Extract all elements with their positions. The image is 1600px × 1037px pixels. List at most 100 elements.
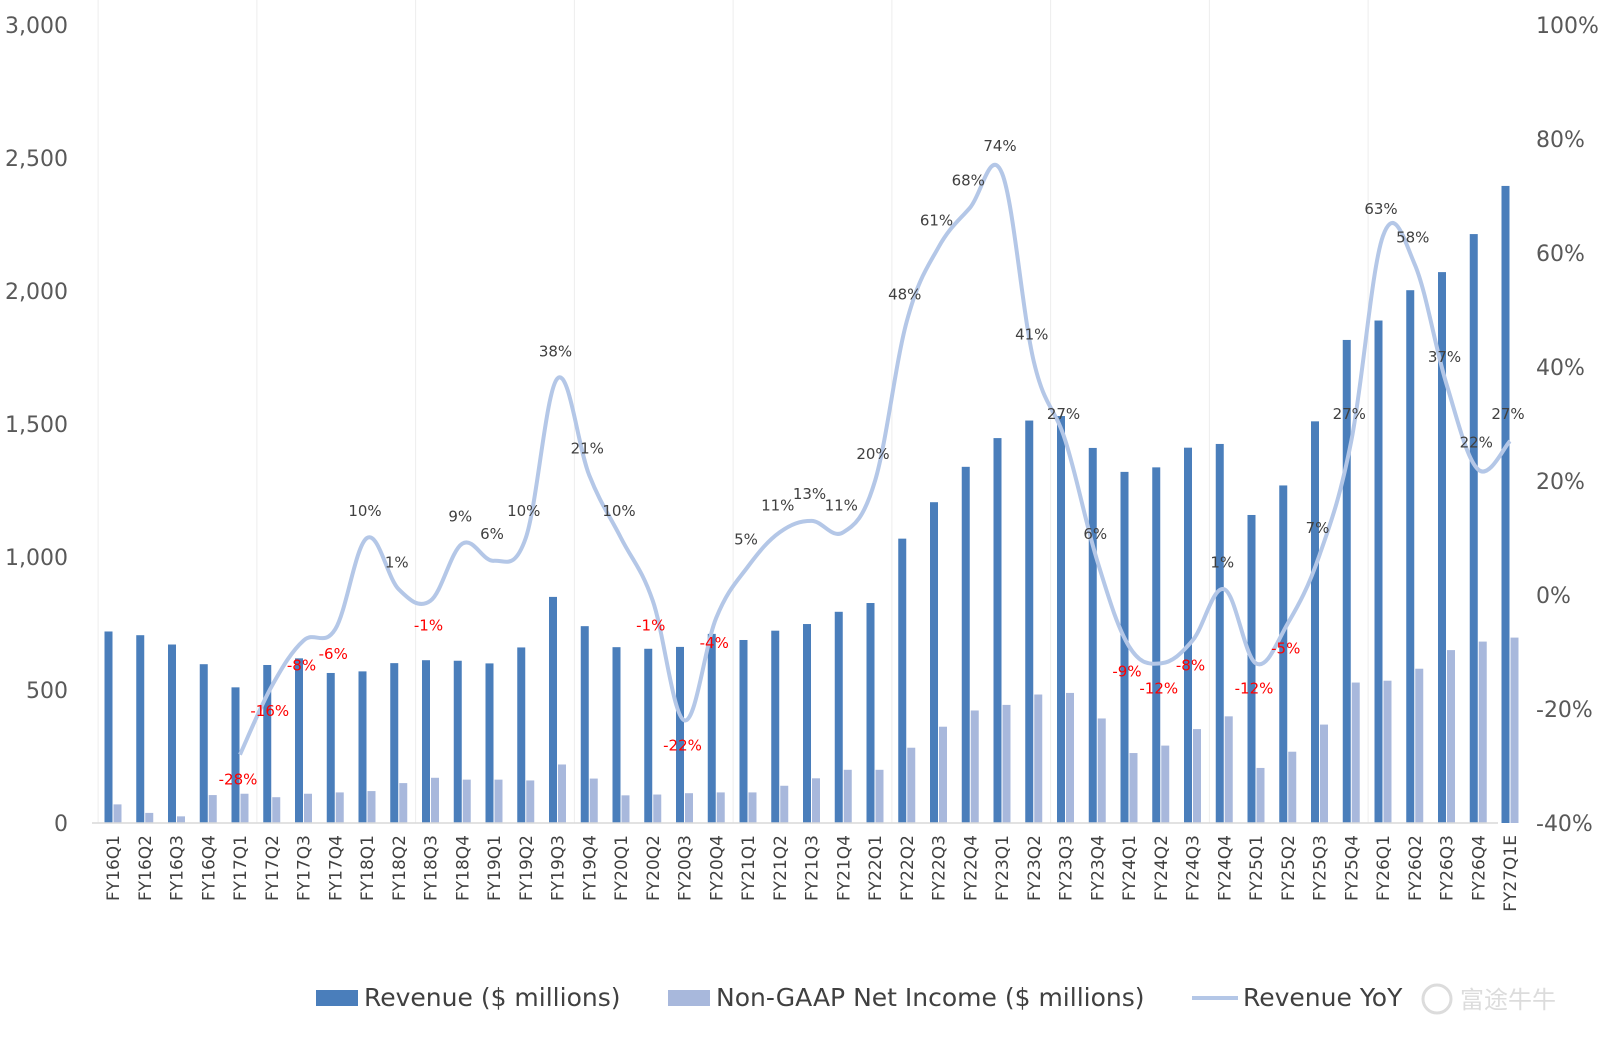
- net-income-bar: [462, 779, 471, 823]
- category-label: FY18Q1: [358, 835, 378, 901]
- yoy-data-label: -1%: [636, 617, 665, 635]
- category-label: FY18Q4: [453, 835, 473, 901]
- revenue-bar: [136, 635, 145, 823]
- legend: Revenue ($ millions) Non-GAAP Net Income…: [316, 983, 1403, 1012]
- legend-item-revenue[interactable]: Revenue ($ millions): [316, 983, 620, 1012]
- revenue-bar: [1184, 447, 1192, 823]
- category-label: FY16Q4: [199, 835, 219, 901]
- net-income-bar: [526, 780, 535, 823]
- category-label: FY24Q1: [1120, 835, 1140, 901]
- category-label: FY16Q3: [168, 835, 188, 901]
- yoy-data-label: 27%: [1491, 405, 1524, 423]
- revenue-bar: [1374, 320, 1383, 823]
- legend-swatch-net-income: [668, 990, 710, 1006]
- yoy-data-label: 7%: [1306, 519, 1330, 537]
- yoy-data-label: 1%: [385, 553, 409, 571]
- yoy-data-label: -6%: [319, 645, 348, 663]
- revenue-bar: [485, 663, 494, 823]
- category-label: FY26Q2: [1406, 835, 1426, 901]
- net-income-bar: [240, 793, 249, 823]
- category-label: FY22Q3: [930, 835, 950, 901]
- revenue-bar: [453, 660, 462, 823]
- watermark-logo-icon: [1421, 983, 1453, 1015]
- revenue-bar: [993, 438, 1002, 823]
- revenue-bar: [1215, 443, 1224, 823]
- category-label: FY23Q2: [1025, 835, 1045, 901]
- left-tick-label: 3,000: [5, 14, 68, 39]
- net-income-bar: [272, 797, 281, 823]
- category-label: FY20Q3: [676, 835, 696, 901]
- yoy-data-label: 1%: [1210, 553, 1234, 571]
- revenue-bar: [422, 660, 430, 823]
- category-label: FY25Q1: [1247, 835, 1267, 901]
- net-income-bar: [1129, 753, 1138, 823]
- net-income-bar: [1161, 745, 1170, 823]
- net-income-bar: [1097, 718, 1106, 823]
- yoy-data-label: 6%: [1083, 525, 1107, 543]
- category-label: FY26Q4: [1469, 835, 1489, 901]
- revenue-bar: [1342, 339, 1351, 823]
- yoy-data-label: -5%: [1271, 640, 1300, 658]
- yoy-data-label: -16%: [250, 702, 289, 720]
- revenue-bar: [1501, 185, 1510, 823]
- legend-item-net-income[interactable]: Non-GAAP Net Income ($ millions): [668, 983, 1145, 1012]
- net-income-bar: [177, 816, 185, 823]
- left-tick-label: 2,500: [5, 147, 68, 172]
- net-income-bar: [621, 795, 630, 823]
- revenue-bar: [771, 630, 780, 823]
- right-tick-label: 40%: [1536, 356, 1585, 381]
- category-label: FY23Q1: [993, 835, 1013, 901]
- net-income-bar: [939, 726, 947, 823]
- yoy-labels: -28%-16%-8%-6%10%1%-1%9%6%10%38%21%10%-1…: [219, 137, 1525, 788]
- yoy-data-label: 11%: [825, 496, 858, 514]
- watermark-text: 富途牛牛: [1460, 986, 1556, 1014]
- net-income-bar: [716, 792, 725, 823]
- revenue-bar: [1311, 421, 1319, 823]
- left-tick-label: 0: [54, 812, 68, 837]
- revenue-bar: [1406, 290, 1415, 823]
- net-income-bar: [1002, 704, 1011, 823]
- revenue-bar: [961, 466, 970, 823]
- left-axis: 0 500 1,000 1,500 2,000 2,500 3,000: [5, 14, 68, 837]
- right-tick-label: 0%: [1536, 584, 1571, 609]
- yoy-data-label: 10%: [348, 502, 381, 520]
- net-income-bar: [431, 777, 439, 823]
- revenue-bar: [168, 644, 176, 823]
- category-label: FY21Q3: [803, 835, 823, 901]
- category-label: FY18Q2: [390, 835, 410, 901]
- yoy-data-label: 38%: [539, 342, 572, 360]
- yoy-data-label: 68%: [952, 171, 985, 189]
- right-tick-label: 100%: [1536, 14, 1599, 39]
- left-tick-label: 500: [26, 679, 68, 704]
- revenue-bar: [644, 648, 653, 823]
- yoy-data-label: 61%: [920, 211, 953, 229]
- yoy-data-label: -8%: [287, 657, 316, 675]
- net-income-bar: [304, 793, 312, 823]
- revenue-bar: [1025, 420, 1034, 823]
- yoy-data-label: -12%: [1235, 679, 1274, 697]
- right-tick-label: -40%: [1536, 812, 1593, 837]
- revenue-bar: [295, 658, 303, 823]
- net-income-bar: [1256, 767, 1265, 823]
- net-income-bar: [875, 769, 884, 823]
- category-label: FY27Q1E: [1501, 835, 1521, 912]
- right-tick-label: -20%: [1536, 698, 1593, 723]
- bars: [104, 185, 1519, 824]
- category-label: FY21Q2: [771, 835, 791, 901]
- category-label: FY20Q4: [707, 835, 727, 901]
- revenue-bar: [1279, 485, 1288, 823]
- revenue-bar: [707, 633, 716, 823]
- revenue-bar: [1438, 272, 1446, 823]
- yoy-data-label: 74%: [983, 137, 1016, 155]
- watermark: 富途牛牛: [1421, 983, 1556, 1015]
- net-income-bar: [653, 794, 662, 823]
- net-income-bar: [1383, 680, 1392, 823]
- legend-item-yoy[interactable]: Revenue YoY: [1192, 983, 1403, 1012]
- revenue-bar: [1057, 416, 1065, 823]
- category-label: FY26Q1: [1374, 835, 1394, 901]
- revenue-bar: [326, 672, 335, 823]
- category-label: FY22Q2: [898, 835, 918, 901]
- category-label: FY22Q4: [961, 835, 981, 901]
- yoy-data-label: -28%: [219, 771, 258, 789]
